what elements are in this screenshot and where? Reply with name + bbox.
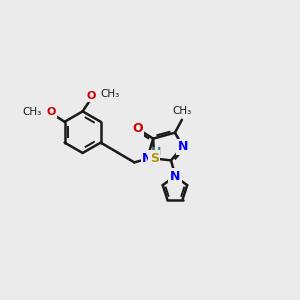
Text: S: S xyxy=(150,152,159,165)
Text: O: O xyxy=(132,122,142,135)
Text: N: N xyxy=(178,140,188,153)
Text: O: O xyxy=(87,91,96,100)
Text: N: N xyxy=(142,152,152,165)
Text: CH₃: CH₃ xyxy=(100,88,120,98)
Text: H: H xyxy=(152,148,161,158)
Text: N: N xyxy=(170,170,180,183)
Text: CH₃: CH₃ xyxy=(22,107,42,117)
Text: CH₃: CH₃ xyxy=(172,106,191,116)
Text: O: O xyxy=(46,107,56,117)
